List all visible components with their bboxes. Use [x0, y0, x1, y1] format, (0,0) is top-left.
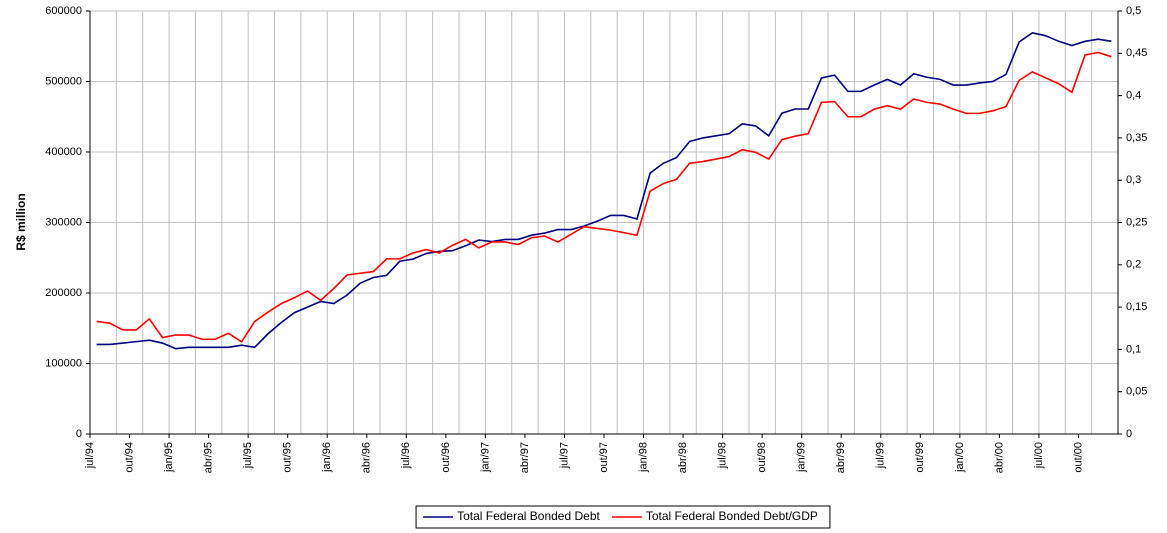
- y-tick-label: 0: [76, 428, 82, 440]
- x-tick-label: out/94: [123, 442, 135, 473]
- x-tick-label: out/96: [440, 442, 452, 473]
- x-tick-label: jan/95: [163, 442, 175, 473]
- y-tick-label: 400000: [45, 146, 82, 158]
- y-axis-label: R$ million: [14, 193, 28, 250]
- series-line: [96, 51, 1112, 343]
- x-tick-label: out/00: [1072, 442, 1084, 473]
- y2-tick-label: 0,35: [1126, 132, 1147, 144]
- y2-tick-label: 0,2: [1126, 259, 1141, 271]
- x-tick-label: out/98: [756, 442, 768, 473]
- x-tick-label: jul/97: [558, 442, 570, 469]
- x-tick-label: out/95: [282, 442, 294, 473]
- y-tick-label: 600000: [45, 5, 82, 17]
- x-tick-label: abr/97: [519, 442, 531, 473]
- y-tick-label: 500000: [45, 75, 82, 87]
- x-tick-label: jul/00: [1033, 442, 1045, 469]
- x-tick-label: out/99: [914, 442, 926, 473]
- y2-tick-label: 0,5: [1126, 5, 1141, 17]
- y-tick-label: 200000: [45, 287, 82, 299]
- series-line: [96, 31, 1112, 350]
- y2-tick-label: 0,15: [1126, 301, 1147, 313]
- legend-label: Total Federal Bonded Debt: [457, 509, 600, 523]
- y2-tick-label: 0,1: [1126, 343, 1141, 355]
- legend-label: Total Federal Bonded Debt/GDP: [646, 509, 818, 523]
- y2-tick-label: 0,25: [1126, 216, 1147, 228]
- x-tick-label: abr/00: [993, 442, 1005, 473]
- x-tick-label: jan/98: [637, 442, 649, 473]
- x-tick-label: jul/99: [875, 442, 887, 469]
- y2-tick-label: 0,4: [1126, 90, 1141, 102]
- x-tick-label: jan/99: [796, 442, 808, 473]
- x-tick-label: abr/99: [835, 442, 847, 473]
- y2-tick-label: 0,3: [1126, 174, 1141, 186]
- x-tick-label: out/97: [598, 442, 610, 473]
- x-tick-label: abr/98: [677, 442, 689, 473]
- y2-tick-label: 0: [1126, 428, 1132, 440]
- y-tick-label: 300000: [45, 216, 82, 228]
- x-tick-label: jul/94: [84, 442, 96, 469]
- x-tick-label: jul/95: [242, 442, 254, 469]
- y2-tick-label: 0,45: [1126, 47, 1147, 59]
- x-tick-label: abr/96: [361, 442, 373, 473]
- x-tick-label: jul/96: [400, 442, 412, 469]
- legend: Total Federal Bonded Debt Total Federal B…: [415, 505, 831, 529]
- x-tick-label: jul/98: [717, 442, 729, 469]
- x-tick-label: jan/97: [479, 442, 491, 473]
- y-tick-label: 100000: [45, 357, 82, 369]
- x-tick-label: jan/96: [321, 442, 333, 473]
- x-tick-label: abr/95: [203, 442, 215, 473]
- x-tick-label: jan/00: [954, 442, 966, 473]
- y2-tick-label: 0,05: [1126, 386, 1147, 398]
